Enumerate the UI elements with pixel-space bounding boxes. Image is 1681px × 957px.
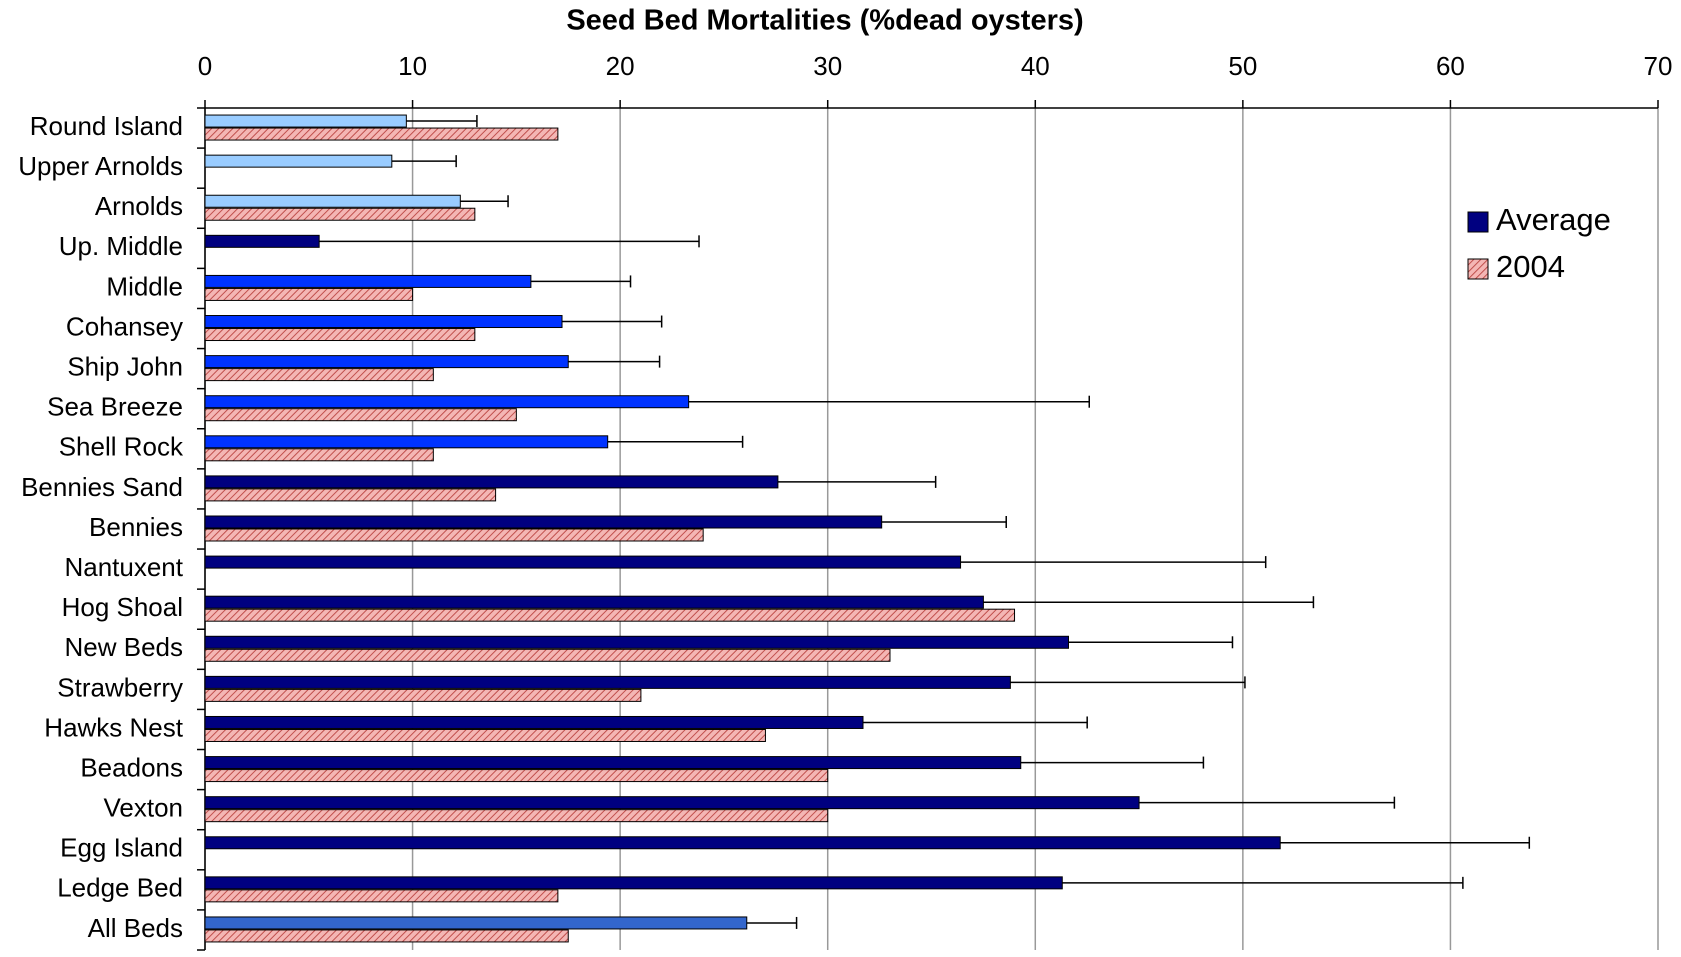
bar <box>204 688 642 702</box>
bar <box>204 528 704 542</box>
bar <box>204 127 559 141</box>
legend-swatch <box>1467 211 1489 233</box>
bar <box>204 328 476 342</box>
bar <box>204 355 569 369</box>
bar <box>204 876 1063 890</box>
y-tick-label: Nantuxent <box>64 552 183 582</box>
bar <box>204 916 748 930</box>
chart-title: Seed Bed Mortalities (%dead oysters) <box>566 5 1083 37</box>
bar <box>204 287 414 301</box>
x-tick-label: 60 <box>1436 51 1465 81</box>
bar <box>204 595 984 609</box>
y-tick-label: Round Island <box>30 111 183 141</box>
y-tick-label: Egg Island <box>60 833 183 863</box>
x-tick-label: 20 <box>606 51 635 81</box>
bar <box>204 769 829 783</box>
y-tick-label: All Beds <box>88 913 183 943</box>
bar <box>204 274 532 288</box>
x-tick-label: 10 <box>398 51 427 81</box>
y-tick-label: Sea Breeze <box>47 392 183 422</box>
bar <box>204 608 1016 622</box>
bar <box>204 635 1069 649</box>
bar <box>204 435 609 449</box>
y-tick-label: Strawberry <box>57 672 183 702</box>
y-tick-label: Arnolds <box>95 191 183 221</box>
bar <box>204 315 563 329</box>
y-tick-label: Beadons <box>80 752 183 782</box>
bar <box>204 929 569 943</box>
bar <box>204 395 690 409</box>
x-tick-label: 30 <box>813 51 842 81</box>
bar <box>204 207 476 221</box>
y-tick-label: Upper Arnolds <box>18 151 183 181</box>
y-tick-label: Middle <box>106 271 183 301</box>
bar <box>204 715 864 729</box>
bar <box>204 194 461 208</box>
legend-label: 2004 <box>1496 249 1565 284</box>
bar <box>204 889 559 903</box>
bar <box>204 796 1140 810</box>
y-tick-label: Vexton <box>103 793 183 823</box>
bar <box>204 648 891 662</box>
legend-swatch <box>1467 258 1489 280</box>
bar <box>204 234 320 248</box>
bar <box>204 448 434 462</box>
y-tick-label: Up. Middle <box>59 231 183 261</box>
y-tick-label: Bennies <box>89 512 183 542</box>
bar <box>204 114 407 128</box>
x-tick-label: 70 <box>1644 51 1673 81</box>
y-tick-label: Hawks Nest <box>44 712 183 742</box>
bar <box>204 555 962 569</box>
y-tick-label: Shell Rock <box>59 432 184 462</box>
legend-label: Average <box>1496 202 1611 237</box>
y-tick-label: New Beds <box>65 632 184 662</box>
bar <box>204 475 779 489</box>
bar <box>204 728 766 742</box>
bar <box>204 368 434 382</box>
bar <box>204 408 517 422</box>
y-tick-label: Bennies Sand <box>21 472 183 502</box>
y-tick-label: Ledge Bed <box>57 873 183 903</box>
y-tick-label: Hog Shoal <box>62 592 183 622</box>
bar <box>204 809 829 823</box>
bar <box>204 675 1011 689</box>
x-tick-label: 50 <box>1228 51 1257 81</box>
bar <box>204 836 1281 850</box>
bar <box>204 154 393 168</box>
bar <box>204 515 883 529</box>
bar <box>204 756 1022 770</box>
y-tick-label: Ship John <box>67 351 183 381</box>
x-tick-label: 40 <box>1021 51 1050 81</box>
x-tick-label: 0 <box>198 51 212 81</box>
bar <box>204 488 497 502</box>
y-tick-label: Cohansey <box>66 311 183 341</box>
